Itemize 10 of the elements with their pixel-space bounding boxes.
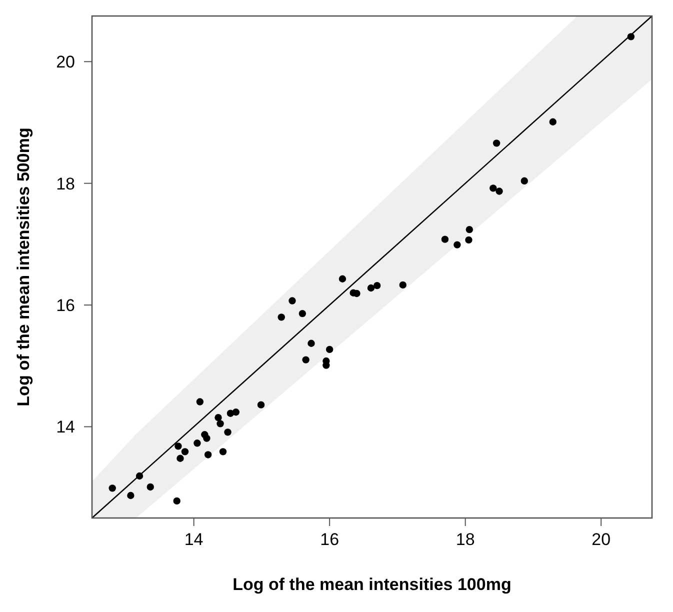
y-axis-title: Log of the mean intensities 500mg [14,128,33,406]
y-tick-label: 14 [56,418,75,437]
y-tick-label: 16 [56,296,75,316]
x-tick-label: 20 [592,530,611,549]
x-tick-label: 16 [320,530,340,549]
x-axis-title: Log of the mean intensities 100mg [232,575,512,594]
y-tick-label: 18 [56,174,75,194]
x-tick-label: 18 [456,530,475,549]
y-tick-label: 20 [56,52,75,72]
x-tick-label: 14 [184,530,204,549]
